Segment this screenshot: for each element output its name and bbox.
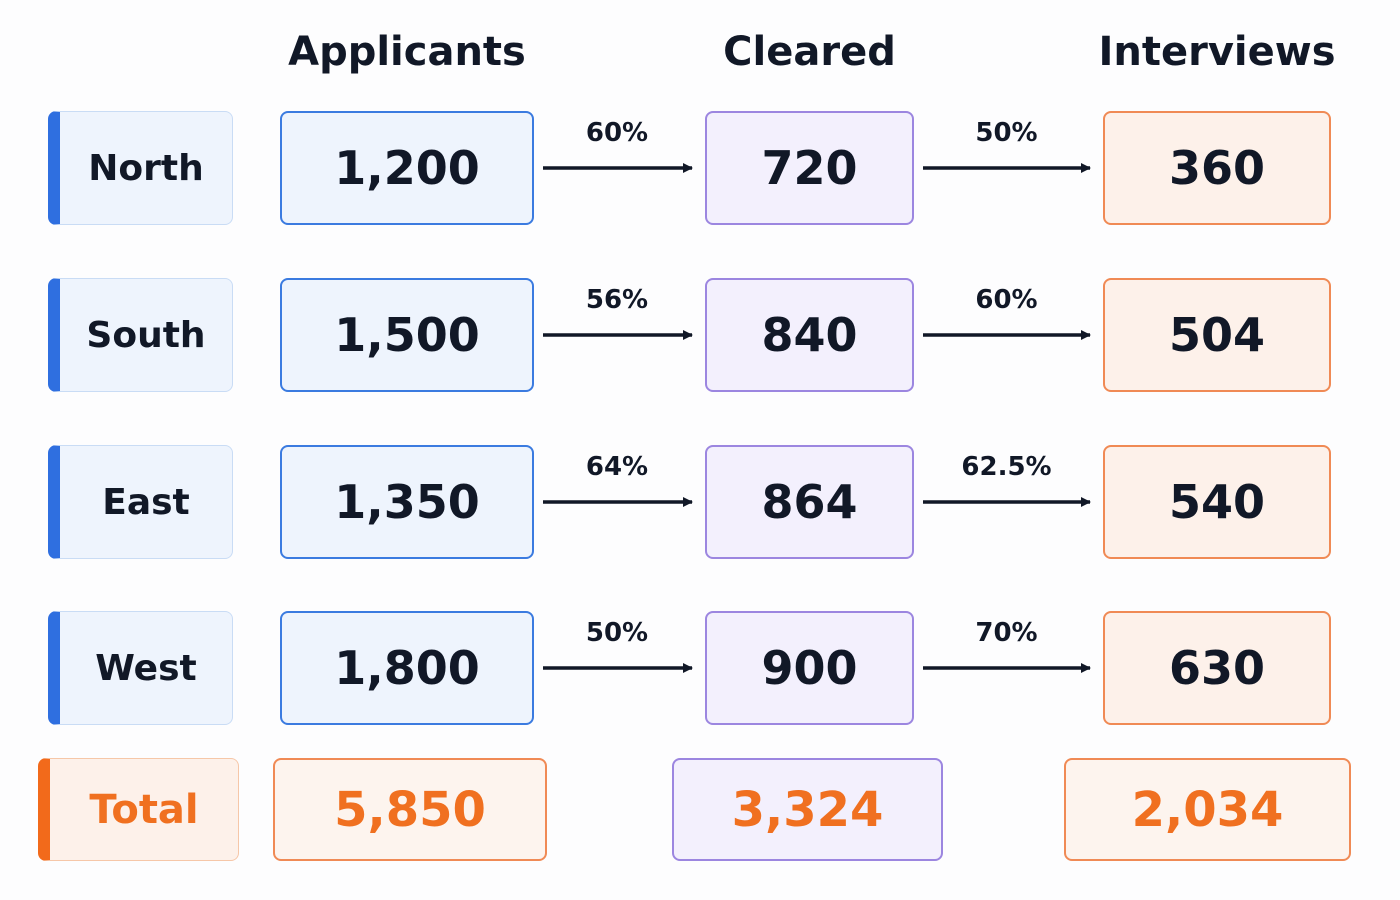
total-label: Total: [38, 758, 239, 861]
region-label: North: [48, 111, 233, 225]
region-label: South: [48, 278, 233, 392]
conversion-rate: 60%: [585, 118, 649, 148]
cleared-box: 900: [705, 611, 914, 725]
total-cleared: 3,324: [672, 758, 943, 861]
region-label: West: [48, 611, 233, 725]
conversion-rate: 60%: [975, 285, 1038, 315]
applicants-box: 1,350: [280, 445, 534, 559]
interviews-box: 540: [1103, 445, 1331, 559]
region-label: East: [48, 445, 233, 559]
total-interviews: 2,034: [1064, 758, 1351, 861]
interviews-box: 360: [1103, 111, 1331, 225]
cleared-box: 720: [705, 111, 914, 225]
applicants-box: 1,500: [280, 278, 534, 392]
applicants-box: 1,200: [280, 111, 534, 225]
cleared-box: 840: [705, 278, 914, 392]
interviews-box: 630: [1103, 611, 1331, 725]
conversion-rate: 56%: [585, 285, 649, 315]
conversion-rate: 70%: [975, 618, 1038, 648]
total-applicants: 5,850: [273, 758, 547, 861]
conversion-rate: 64%: [585, 452, 649, 482]
conversion-rate: 62.5%: [961, 452, 1052, 482]
conversion-rate: 50%: [585, 618, 649, 648]
interviews-box: 504: [1103, 278, 1331, 392]
conversion-rate: 50%: [975, 118, 1038, 148]
column-header: Applicants: [288, 29, 526, 75]
column-header: Interviews: [1098, 29, 1336, 75]
cleared-box: 864: [705, 445, 914, 559]
column-header: Cleared: [723, 29, 896, 75]
applicants-box: 1,800: [280, 611, 534, 725]
